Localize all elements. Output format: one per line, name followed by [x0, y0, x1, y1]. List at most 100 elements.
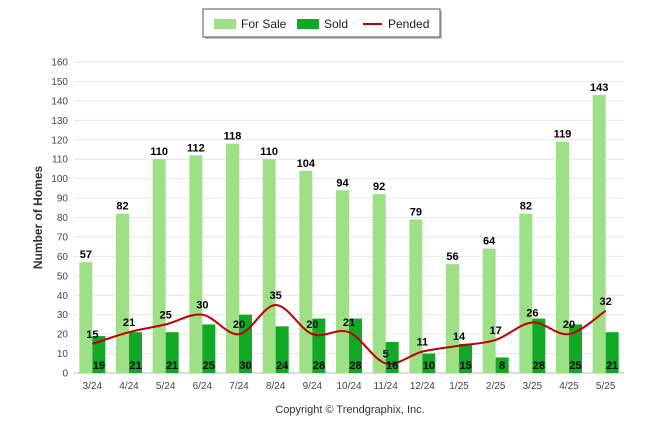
- bar-for-sale: [226, 143, 239, 373]
- label-sold: 19: [93, 360, 105, 372]
- y-tick-label: 0: [62, 369, 68, 380]
- bar-for-sale: [592, 95, 606, 373]
- label-for-sale: 110: [150, 146, 168, 158]
- label-pended: 25: [160, 309, 172, 321]
- x-tick-label: 4/25: [559, 381, 579, 392]
- bar-for-sale: [116, 213, 129, 373]
- bar-for-sale: [519, 213, 533, 373]
- y-tick-label: 60: [57, 252, 69, 263]
- bar-for-sale: [189, 155, 203, 373]
- bar-sold: [349, 318, 362, 373]
- bar-sold: [275, 326, 289, 373]
- bar-sold: [92, 336, 106, 373]
- label-sold: 10: [423, 360, 435, 372]
- label-for-sale: 64: [483, 236, 496, 248]
- label-sold: 28: [313, 360, 325, 372]
- label-for-sale: 79: [410, 206, 422, 218]
- label-for-sale: 92: [373, 181, 385, 193]
- y-tick-label: 30: [57, 310, 69, 321]
- bar-sold: [422, 353, 436, 373]
- label-for-sale: 118: [224, 131, 242, 143]
- bar-sold: [312, 318, 326, 373]
- label-for-sale: 119: [554, 129, 572, 141]
- label-sold: 21: [129, 360, 141, 372]
- label-for-sale: 143: [590, 82, 608, 94]
- label-sold: 21: [166, 360, 178, 372]
- label-for-sale: 94: [336, 177, 349, 189]
- y-tick-label: 120: [51, 135, 68, 146]
- label-for-sale: 82: [116, 201, 128, 213]
- x-tick-label: 4/24: [119, 381, 139, 392]
- legend-label-pended: Pended: [388, 17, 429, 31]
- x-tick-label: 10/24: [336, 381, 361, 392]
- legend-box: [202, 8, 441, 38]
- bar-sold: [532, 318, 546, 373]
- x-tick-label: 6/24: [193, 381, 213, 392]
- label-sold: 28: [349, 360, 361, 372]
- bar-sold: [165, 332, 179, 373]
- y-tick-label: 20: [57, 330, 69, 341]
- bar-sold: [202, 324, 216, 373]
- bar-for-sale: [79, 262, 93, 373]
- label-for-sale: 57: [80, 249, 92, 261]
- bar-for-sale: [372, 194, 386, 373]
- label-pended: 26: [526, 307, 538, 319]
- y-tick-label: 160: [51, 58, 68, 69]
- label-sold: 15: [459, 360, 471, 372]
- legend-swatch-for-sale: [214, 19, 236, 29]
- x-tick-label: 11/24: [374, 381, 399, 392]
- bar-for-sale: [556, 141, 569, 373]
- y-tick-label: 130: [51, 116, 68, 127]
- y-tick-label: 90: [57, 194, 69, 205]
- y-tick-label: 140: [51, 96, 68, 107]
- x-tick-label: 2/25: [486, 381, 506, 392]
- label-sold: 25: [569, 360, 581, 372]
- label-sold: 24: [276, 360, 289, 372]
- label-for-sale: 104: [297, 158, 316, 170]
- label-pended: 32: [600, 296, 612, 308]
- label-sold: 21: [606, 360, 618, 372]
- label-pended: 20: [306, 319, 318, 331]
- x-tick-label: 5/25: [596, 381, 616, 392]
- y-tick-label: 80: [57, 213, 69, 224]
- bar-for-sale: [336, 190, 349, 373]
- label-pended: 20: [563, 319, 575, 331]
- label-for-sale: 112: [187, 142, 205, 154]
- x-tick-label: 3/25: [523, 381, 543, 392]
- bar-sold: [605, 332, 619, 373]
- bar-sold: [459, 343, 472, 373]
- pended-line: [92, 303, 607, 365]
- bar-for-sale: [482, 248, 496, 373]
- legend-swatch-sold: [297, 19, 319, 29]
- bar-for-sale: [446, 264, 459, 373]
- copyright-footer: Copyright © Trendgraphix, Inc.: [275, 404, 424, 416]
- bar-sold: [569, 324, 582, 373]
- label-pended: 5: [383, 348, 389, 360]
- label-for-sale: 82: [520, 201, 532, 213]
- bar-for-sale: [152, 159, 166, 373]
- value-labels: 5719158221211102125112253011830201102435…: [80, 82, 619, 372]
- bar-for-sale: [409, 219, 423, 373]
- label-sold: 16: [386, 360, 398, 372]
- label-sold: 30: [239, 360, 251, 372]
- x-tick-label: 5/24: [156, 381, 176, 392]
- x-tick-label: 7/24: [229, 381, 249, 392]
- label-sold: 28: [533, 360, 545, 372]
- y-tick-label: 50: [57, 271, 69, 282]
- label-pended: 30: [196, 300, 208, 312]
- label-for-sale: 110: [260, 146, 278, 158]
- bar-for-sale: [262, 159, 276, 373]
- label-pended: 21: [123, 317, 135, 329]
- y-tick-label: 40: [57, 291, 69, 302]
- label-pended: 17: [490, 325, 502, 337]
- label-pended: 15: [86, 329, 98, 341]
- label-pended: 20: [233, 319, 245, 331]
- bar-sold: [129, 332, 142, 373]
- y-tick-label: 100: [51, 174, 68, 185]
- y-tick-label: 10: [57, 349, 69, 360]
- x-tick-label: 9/24: [303, 381, 323, 392]
- bar-sold: [495, 357, 509, 373]
- y-axis-label: Number of Homes: [31, 166, 45, 270]
